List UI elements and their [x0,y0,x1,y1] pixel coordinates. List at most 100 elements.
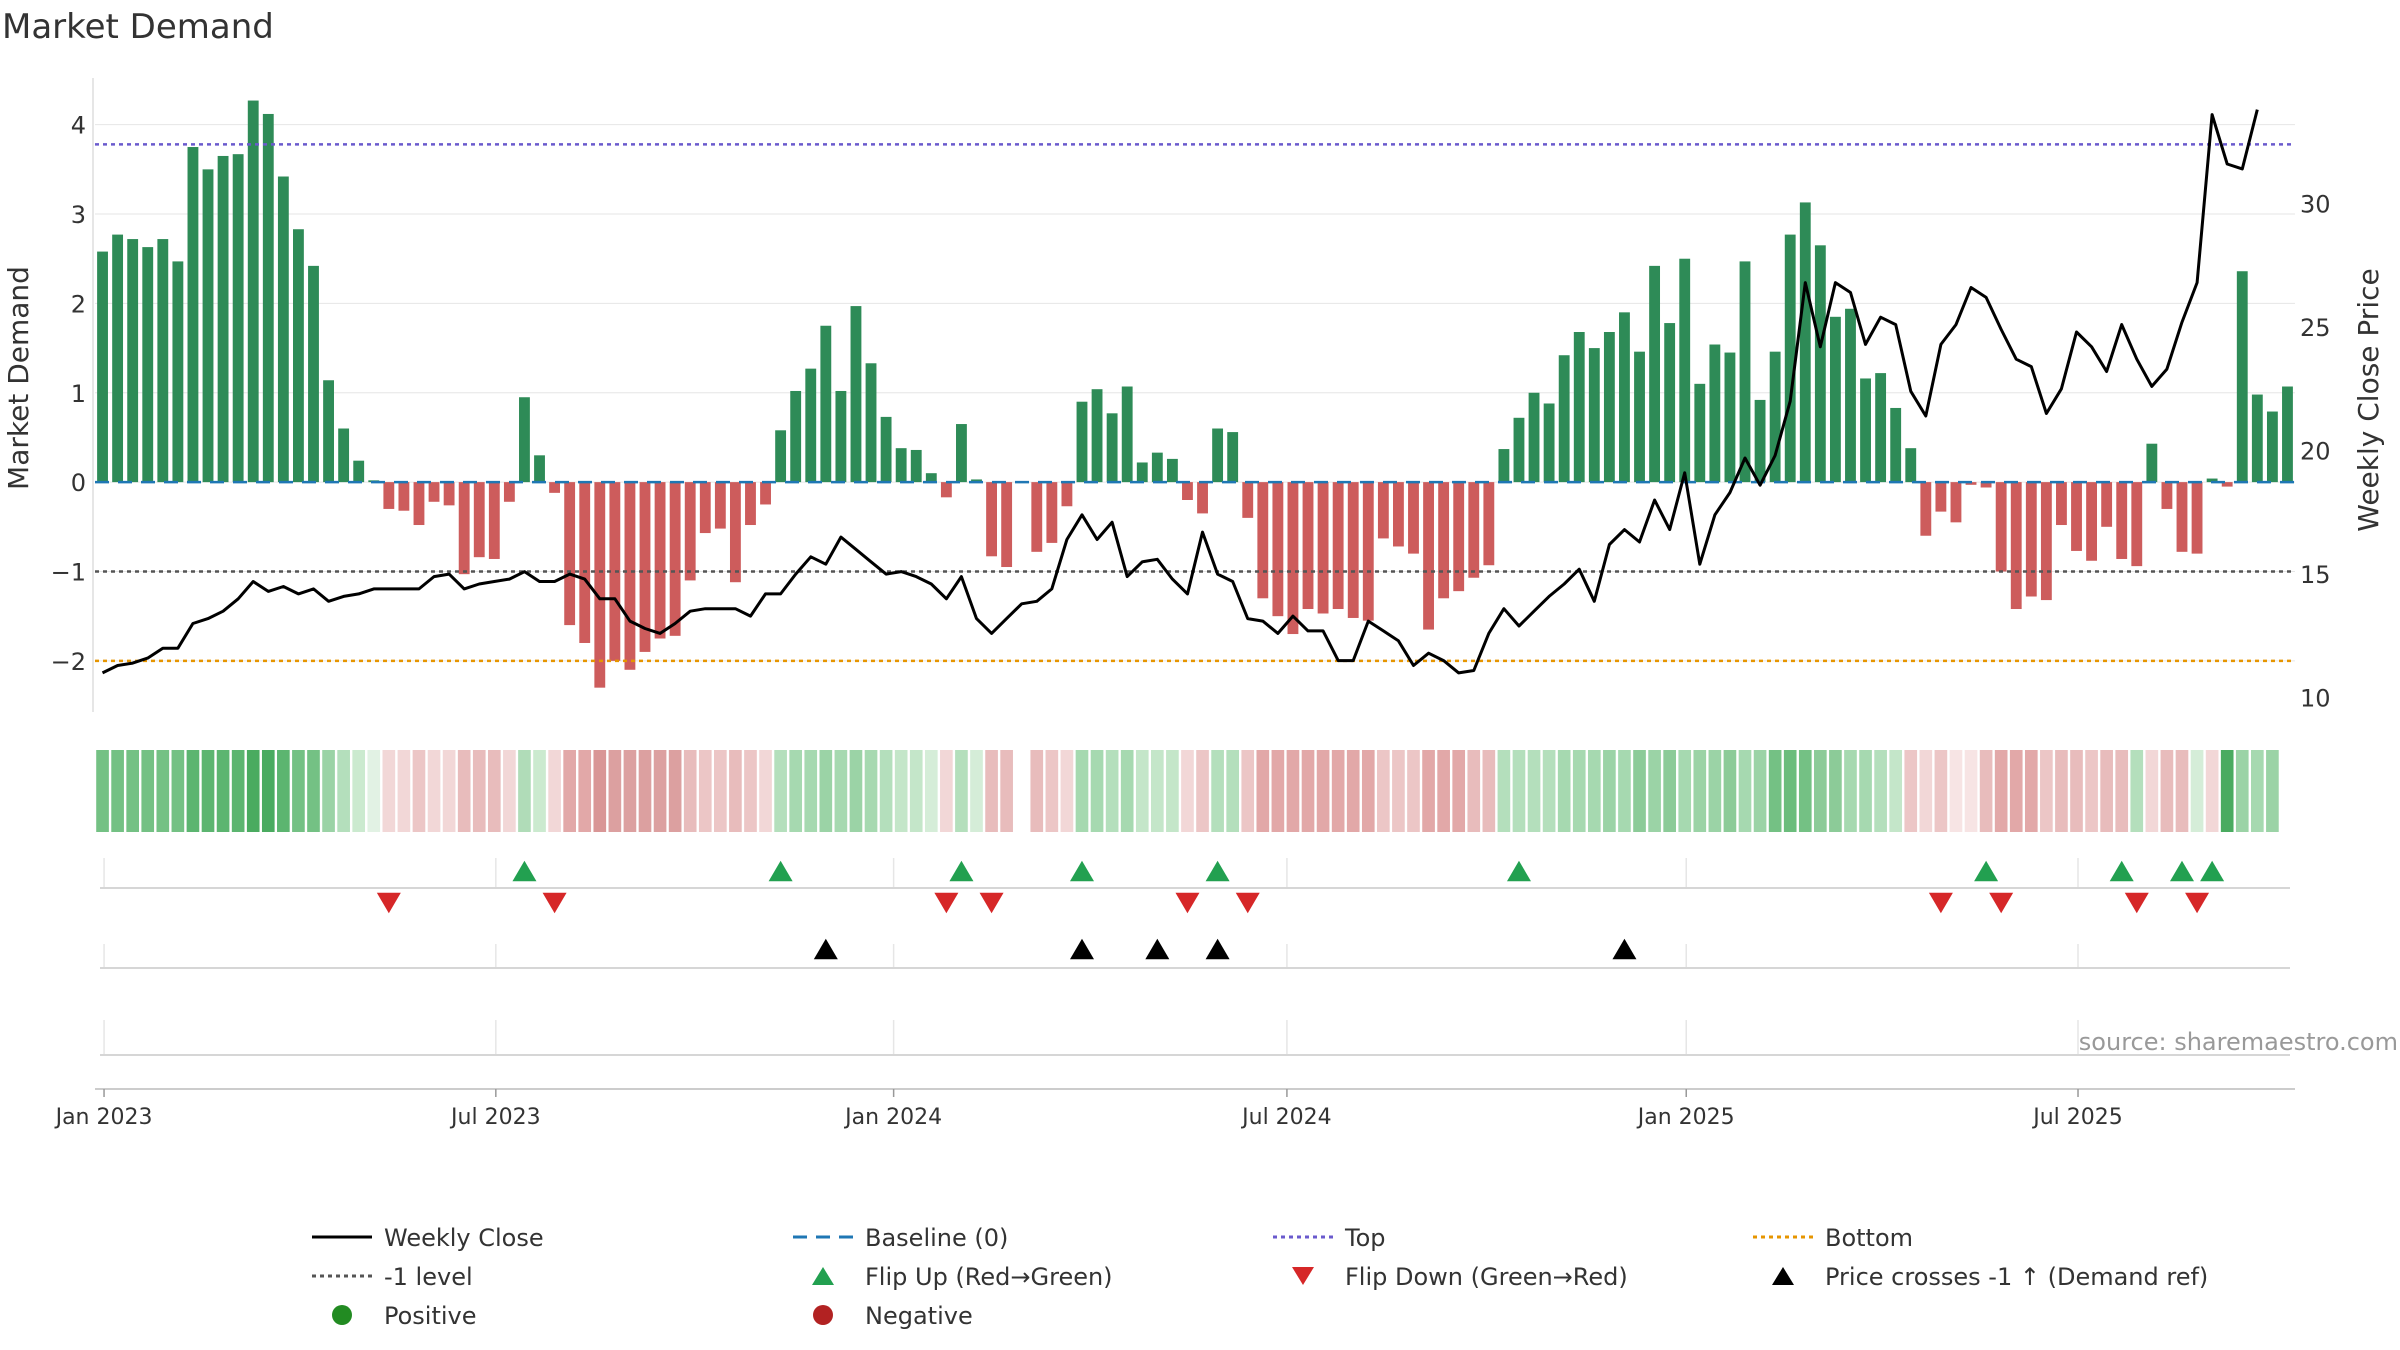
heatmap-cell [1874,750,1887,832]
demand-bar [925,473,937,483]
heatmap-cell [1648,750,1661,832]
heatmap-cell [2190,750,2204,832]
heatmap-cell [1753,750,1767,832]
heatmap-cell [1572,750,1586,832]
demand-bar [2010,482,2022,610]
heatmap-cell [1331,750,1345,832]
signal-markers-panel [100,858,2290,1056]
heatmap-cell [2266,750,2279,832]
demand-bar [2025,482,2037,597]
demand-bar [1302,482,1314,610]
demand-bar [2282,386,2293,483]
heatmap-cell [322,750,335,832]
heatmap-cell [1738,750,1752,832]
demand-bar [2131,482,2143,567]
heatmap-cell [2160,750,2174,832]
heatmap-cell [1708,750,1722,832]
legend-item: Weekly Close [312,1224,544,1252]
demand-bar [699,482,711,534]
heatmap-cell [1286,750,1300,832]
flip-down-marker [979,892,1004,914]
heatmap-cell [563,750,576,832]
flip-down-marker [934,892,959,914]
demand-bar [1287,482,1299,635]
demand-bar [1242,482,1254,518]
flip-up-marker [2109,860,2134,882]
heatmap-cell [1723,750,1737,832]
demand-bar [172,261,184,483]
demand-bar [1814,245,1826,483]
heatmap-cell [1844,750,1857,832]
legend-flip-up-icon [812,1267,834,1285]
heatmap-cell [1693,750,1707,832]
flip-up-marker [1506,860,1531,882]
demand-bar [1558,355,1570,483]
heatmap-cell [1587,750,1601,832]
demand-bar [1332,482,1344,610]
heatmap-cell [412,750,426,832]
heatmap-cell [774,750,787,832]
heatmap-cell [2235,750,2249,832]
demand-bar [805,368,817,483]
demand-bar [624,482,636,670]
heatmap-cell [156,750,170,832]
heatmap-cell [985,750,998,832]
heatmap-cell [2175,750,2189,832]
price-cross-marker [1612,938,1637,960]
flip-up-marker [1069,860,1094,882]
heatmap-cell [864,750,878,832]
demand-bar [142,247,154,483]
demand-bar [986,482,997,557]
demand-bar [1573,332,1585,483]
demand-bar [2266,411,2278,483]
price-cross-marker [1205,938,1230,960]
heatmap-cell [1407,750,1420,832]
heatmap-cell [1166,750,1179,832]
demand-bar [277,176,289,483]
y-tick-label: 2 [71,290,86,318]
x-tick-label: Jul 2025 [2031,1105,2123,1130]
heatmap-cell [503,750,516,832]
demand-bar [1197,482,1208,514]
demand-bar [1061,482,1073,507]
heatmap-cell [1437,750,1450,832]
flip-down-marker [1928,892,1953,914]
legend-label: Price crosses -1 ↑ (Demand ref) [1825,1263,2208,1291]
heatmap-cell [261,750,275,832]
demand-bar [293,229,304,483]
heatmap-cell [683,750,697,832]
demand-bar [594,482,606,688]
demand-bar [1317,482,1329,614]
demand-bar [338,428,350,483]
demand-bar [1031,482,1043,552]
heatmap-cell [1181,750,1194,832]
heatmap-cell [367,750,381,832]
demand-bar [112,234,124,483]
heatmap-cell [714,750,727,832]
heatmap-cell [1060,750,1074,832]
flip-up-marker [1974,860,1999,882]
heatmap-cell [1196,750,1209,832]
demand-bar [1890,407,1902,483]
demand-bar [2221,482,2233,487]
heatmap-cell [186,750,200,832]
heatmap-cell [759,750,772,832]
legend-label: Flip Down (Green→Red) [1345,1263,1628,1291]
demand-bar [2146,443,2158,483]
heatmap-cell [427,750,441,832]
demand-bar [1995,482,2007,572]
heatmap-cell [608,750,622,832]
y2-tick-label: 25 [2300,314,2331,342]
demand-bar [262,113,274,483]
heatmap-cell [2100,750,2113,832]
heatmap-cell [382,750,396,832]
demand-bar [684,482,696,581]
demand-bar [127,239,139,483]
heatmap-cell [804,750,818,832]
demand-bar [1046,482,1058,543]
heatmap-cell [1090,750,1104,832]
y2-tick-label: 15 [2300,561,2331,589]
legend-item: Baseline (0) [793,1224,1008,1252]
demand-bar [458,482,470,575]
x-tick-label: Jul 2023 [449,1105,541,1130]
